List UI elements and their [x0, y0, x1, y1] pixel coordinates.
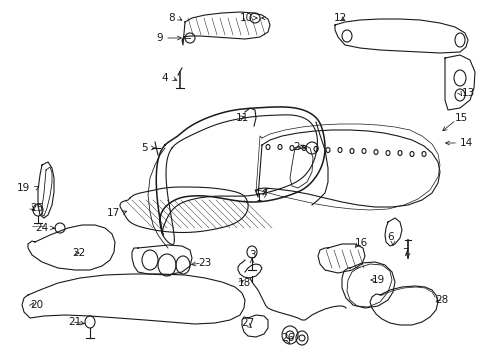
- Text: 7: 7: [401, 248, 407, 258]
- Text: 24: 24: [35, 223, 48, 233]
- Text: 10: 10: [240, 13, 252, 23]
- Text: 1: 1: [255, 193, 262, 203]
- Text: 18: 18: [238, 278, 251, 288]
- Text: 14: 14: [459, 138, 472, 148]
- Text: 19: 19: [371, 275, 385, 285]
- Text: 19: 19: [17, 183, 30, 193]
- Text: 17: 17: [106, 208, 120, 218]
- Text: 2: 2: [293, 142, 299, 152]
- Text: 15: 15: [454, 113, 468, 123]
- Text: 28: 28: [434, 295, 447, 305]
- Text: 3: 3: [248, 250, 255, 260]
- Text: 12: 12: [333, 13, 346, 23]
- Text: 11: 11: [236, 113, 249, 123]
- Text: 4: 4: [161, 73, 168, 83]
- Text: 27: 27: [241, 318, 254, 328]
- Text: 21: 21: [68, 317, 81, 327]
- Text: 20: 20: [30, 300, 43, 310]
- Text: 5: 5: [141, 143, 148, 153]
- Text: 26: 26: [281, 333, 294, 343]
- Text: 6: 6: [387, 232, 393, 242]
- Text: 22: 22: [72, 248, 85, 258]
- Text: 16: 16: [354, 238, 367, 248]
- Text: 23: 23: [198, 258, 211, 268]
- Text: 13: 13: [461, 88, 474, 98]
- Text: 9: 9: [156, 33, 163, 43]
- Text: 25: 25: [30, 203, 43, 213]
- Text: 8: 8: [168, 13, 175, 23]
